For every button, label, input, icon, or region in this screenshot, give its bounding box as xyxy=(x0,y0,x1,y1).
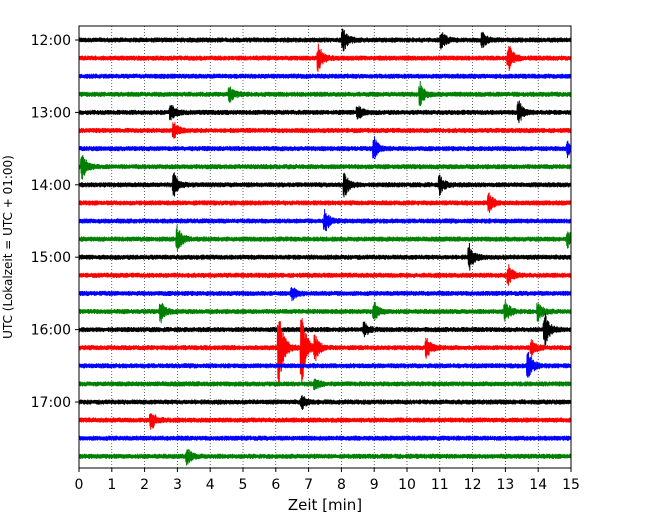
x-tick-label: 0 xyxy=(75,477,84,493)
seismogram-trace xyxy=(78,136,572,160)
x-tick-label: 1 xyxy=(107,477,116,493)
y-axis-label: UTC (Lokalzeit = UTC + 01:00) xyxy=(1,155,15,339)
x-axis-label: Zeit [min] xyxy=(288,496,362,514)
x-tick-label: 5 xyxy=(239,477,248,493)
y-tick-label: 16:00 xyxy=(31,323,71,339)
seismogram-trace xyxy=(78,28,572,52)
seismogram-trace xyxy=(78,43,572,73)
y-tick-label: 17:00 xyxy=(31,395,71,411)
seismogram-trace xyxy=(78,413,572,430)
seismogram-trace xyxy=(78,192,572,214)
x-tick-label: 6 xyxy=(271,477,280,493)
x-tick-label: 13 xyxy=(496,477,514,493)
x-tick-label: 10 xyxy=(398,477,416,493)
seismogram-trace xyxy=(78,224,572,252)
seismogram-trace xyxy=(78,378,572,391)
seismogram-trace xyxy=(78,300,572,324)
seismogram-trace xyxy=(78,73,572,79)
x-tick-label: 9 xyxy=(370,477,379,493)
x-tick-label: 3 xyxy=(173,477,182,493)
trace-group xyxy=(78,28,572,466)
x-tick-label: 8 xyxy=(337,477,346,493)
seismogram-trace xyxy=(78,81,572,107)
plot-frame xyxy=(78,25,572,469)
seismogram-trace xyxy=(78,208,572,232)
x-tick-label: 11 xyxy=(431,477,449,493)
x-tick-label: 7 xyxy=(304,477,313,493)
y-tick-label: 12:00 xyxy=(31,33,71,49)
seismogram-trace xyxy=(78,318,572,384)
seismogram-trace xyxy=(78,242,572,271)
x-tick-label: 4 xyxy=(206,477,215,493)
seismogram-trace xyxy=(78,287,572,302)
seismogram-trace xyxy=(78,264,572,286)
seismogram-trace xyxy=(78,172,572,198)
seismogram-trace xyxy=(78,448,572,466)
seismogram-trace xyxy=(78,154,572,180)
x-axis: 0 1 2 3 4 5 6 7 8 9 10 11 12 13 14 15 xyxy=(75,468,580,493)
y-tick-label: 15:00 xyxy=(31,250,71,266)
y-tick-label: 13:00 xyxy=(31,105,71,121)
x-tick-label: 12 xyxy=(464,477,482,493)
y-axis: 12:00 13:00 14:00 15:00 16:00 17:00 xyxy=(31,33,79,411)
x-tick-label: 15 xyxy=(562,477,580,493)
seismogram-trace xyxy=(78,395,572,410)
seismogram-trace xyxy=(78,312,572,347)
x-tick-label: 2 xyxy=(140,477,149,493)
y-tick-label: 14:00 xyxy=(31,178,71,194)
seismogram-trace xyxy=(78,100,572,124)
seismogram-trace xyxy=(78,435,572,441)
x-tick-label: 14 xyxy=(529,477,547,493)
seismogram-trace xyxy=(78,351,572,378)
seismogram-trace xyxy=(78,122,572,139)
